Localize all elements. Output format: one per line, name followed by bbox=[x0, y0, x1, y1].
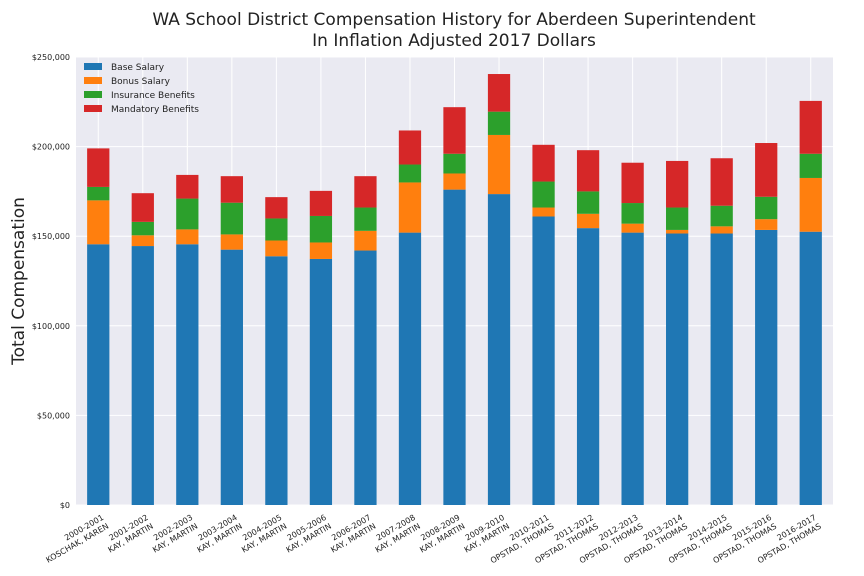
bar-mandatory-benefits bbox=[354, 176, 377, 208]
x-tick-label: 2001-2002KAY, MARTIN bbox=[102, 513, 155, 555]
y-tick-label: $0 bbox=[60, 501, 70, 510]
bar-base-salary bbox=[576, 228, 600, 506]
bar-insurance-benefits bbox=[87, 186, 110, 201]
bar-mandatory-benefits bbox=[532, 144, 555, 182]
legend-label: Bonus Salary bbox=[111, 77, 171, 87]
x-tick-label: 2000-2001KOSCHAK, KAREN bbox=[39, 513, 110, 565]
bar-insurance-benefits bbox=[710, 205, 733, 227]
bar-base-salary bbox=[220, 249, 243, 505]
bar-bonus-salary bbox=[487, 134, 511, 195]
legend: Base Salary Bonus Salary Insurance Benefit… bbox=[84, 63, 199, 115]
bar-bonus-salary bbox=[576, 213, 600, 229]
bar-bonus-salary bbox=[309, 242, 333, 259]
x-tick-label: 2006-2007KAY, MARTIN bbox=[324, 513, 377, 555]
y-tick-label: $250,000 bbox=[32, 53, 70, 62]
bar-base-salary bbox=[532, 216, 555, 505]
bar-base-salary bbox=[621, 232, 644, 505]
legend-label: Insurance Benefits bbox=[111, 91, 195, 101]
bar-bonus-salary bbox=[799, 177, 822, 232]
bar-bonus-salary bbox=[710, 226, 733, 234]
bar-base-salary bbox=[176, 244, 199, 505]
bar-base-salary bbox=[487, 194, 511, 505]
bar-base-salary bbox=[666, 233, 689, 505]
bar-insurance-benefits bbox=[799, 153, 822, 178]
bar-insurance-benefits bbox=[176, 198, 199, 230]
y-tick-label: $50,000 bbox=[37, 411, 70, 420]
bar-mandatory-benefits bbox=[710, 158, 733, 206]
bar-base-salary bbox=[131, 246, 154, 505]
bar-mandatory-benefits bbox=[220, 176, 243, 203]
legend-swatch bbox=[84, 105, 102, 112]
bar-insurance-benefits bbox=[354, 207, 377, 231]
bar-bonus-salary bbox=[131, 235, 154, 247]
bar-bonus-salary bbox=[443, 173, 466, 190]
bar-mandatory-benefits bbox=[176, 174, 199, 199]
chart-title-line2: In Inflation Adjusted 2017 Dollars bbox=[312, 31, 596, 51]
bar-insurance-benefits bbox=[532, 181, 555, 208]
y-tick-label: $100,000 bbox=[32, 322, 70, 331]
bar-base-salary bbox=[309, 258, 333, 505]
bar-mandatory-benefits bbox=[487, 74, 511, 112]
chart-title-line1: WA School District Compensation History … bbox=[152, 10, 756, 30]
bar-mandatory-benefits bbox=[87, 148, 110, 187]
bar-base-salary bbox=[354, 250, 377, 505]
bar-base-salary bbox=[443, 189, 466, 505]
bar-stacks bbox=[87, 74, 822, 506]
x-tick-label: 2005-2006KAY, MARTIN bbox=[280, 513, 333, 555]
y-axis-ticks: $0 $50,000 $100,000 $150,000 $200,000 $250,00… bbox=[32, 53, 70, 510]
bar-mandatory-benefits bbox=[666, 160, 689, 208]
bar-mandatory-benefits bbox=[131, 193, 154, 222]
bar-insurance-benefits bbox=[576, 191, 600, 214]
x-tick-label: 2004-2005KAY, MARTIN bbox=[235, 513, 288, 555]
bar-mandatory-benefits bbox=[799, 100, 822, 154]
bar-mandatory-benefits bbox=[265, 197, 288, 219]
bar-bonus-salary bbox=[621, 223, 644, 233]
y-tick-label: $200,000 bbox=[32, 143, 70, 152]
bar-base-salary bbox=[87, 244, 110, 505]
legend-swatch bbox=[84, 77, 102, 84]
y-axis-label: Total Compensation bbox=[9, 197, 29, 366]
bar-bonus-salary bbox=[176, 229, 199, 245]
bar-insurance-benefits bbox=[666, 207, 689, 230]
x-tick-label: 2008-2009KAY, MARTIN bbox=[413, 513, 466, 555]
bar-bonus-salary bbox=[755, 219, 778, 230]
x-tick-label: 2007-2008KAY, MARTIN bbox=[369, 513, 422, 555]
bar-insurance-benefits bbox=[309, 215, 333, 243]
bar-mandatory-benefits bbox=[621, 162, 644, 204]
bar-mandatory-benefits bbox=[443, 107, 466, 154]
bar-bonus-salary bbox=[87, 200, 110, 245]
bar-insurance-benefits bbox=[131, 221, 154, 236]
bar-bonus-salary bbox=[666, 229, 689, 234]
bar-base-salary bbox=[265, 256, 288, 505]
legend-swatch bbox=[84, 91, 102, 98]
bar-insurance-benefits bbox=[220, 202, 243, 235]
bar-base-salary bbox=[799, 231, 822, 505]
bar-base-salary bbox=[710, 233, 733, 505]
bar-bonus-salary bbox=[398, 182, 422, 233]
legend-label: Mandatory Benefits bbox=[111, 105, 199, 115]
bar-bonus-salary bbox=[265, 240, 288, 257]
bar-insurance-benefits bbox=[398, 164, 422, 183]
bar-mandatory-benefits bbox=[755, 143, 778, 197]
bar-mandatory-benefits bbox=[398, 130, 422, 165]
bar-base-salary bbox=[398, 232, 422, 505]
y-tick-label: $150,000 bbox=[32, 232, 70, 241]
bar-insurance-benefits bbox=[621, 203, 644, 224]
legend-swatch bbox=[84, 63, 102, 70]
bar-insurance-benefits bbox=[443, 153, 466, 174]
x-tick-label: 2002-2003KAY, MARTIN bbox=[146, 513, 199, 555]
bar-bonus-salary bbox=[354, 230, 377, 251]
bar-insurance-benefits bbox=[487, 111, 511, 135]
legend-label: Base Salary bbox=[111, 63, 165, 73]
bar-bonus-salary bbox=[220, 234, 243, 250]
bar-insurance-benefits bbox=[755, 196, 778, 220]
bar-insurance-benefits bbox=[265, 218, 288, 241]
bar-bonus-salary bbox=[532, 207, 555, 217]
bar-base-salary bbox=[755, 229, 778, 506]
x-tick-label: 2003-2004KAY, MARTIN bbox=[191, 513, 244, 555]
bar-mandatory-benefits bbox=[309, 190, 333, 216]
bar-mandatory-benefits bbox=[576, 150, 600, 192]
